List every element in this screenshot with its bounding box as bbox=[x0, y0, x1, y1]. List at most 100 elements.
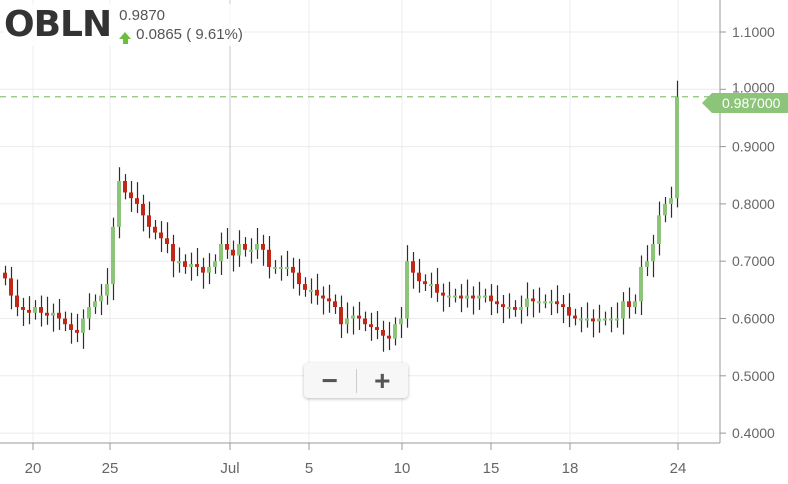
axes: 1.1000 1.0000 0.9000 0.8000 0.7000 0.6000 0.50… bbox=[0, 0, 775, 477]
candle-body bbox=[429, 284, 433, 287]
candle-body bbox=[9, 278, 13, 296]
candle-body bbox=[537, 301, 541, 304]
candle-body bbox=[117, 180, 121, 227]
candle-body bbox=[243, 244, 247, 250]
candle-body bbox=[15, 295, 19, 308]
candle-body bbox=[459, 295, 463, 299]
candle-body bbox=[351, 315, 355, 319]
candle-body bbox=[105, 284, 109, 296]
candle-body bbox=[669, 198, 673, 204]
candle-body bbox=[255, 244, 259, 250]
candle-body bbox=[303, 284, 307, 290]
candle-body bbox=[327, 298, 331, 302]
x-tick-label: 18 bbox=[562, 460, 579, 477]
candle-body bbox=[447, 295, 451, 298]
y-tick-label: 0.8000 bbox=[732, 196, 775, 212]
candle-body bbox=[627, 301, 631, 308]
candle-body bbox=[561, 304, 565, 308]
quote-header: OBLN 0.9870 0.0865 ( 9.61%) bbox=[4, 4, 243, 46]
candle-body bbox=[603, 318, 607, 321]
x-tick-label: Jul bbox=[220, 460, 239, 477]
candle-body bbox=[441, 292, 445, 296]
candle-body bbox=[147, 215, 151, 227]
candle-body bbox=[405, 261, 409, 319]
candle-body bbox=[279, 266, 283, 269]
zoom-out-button[interactable]: − bbox=[321, 364, 338, 396]
candle-body bbox=[285, 266, 289, 269]
candle-body bbox=[321, 295, 325, 299]
y-tick-label: 1.1000 bbox=[732, 24, 775, 40]
candle-body bbox=[591, 318, 595, 322]
candle-body bbox=[375, 327, 379, 330]
candle-body bbox=[399, 318, 403, 325]
y-tick-label: 1.0000 bbox=[732, 79, 775, 95]
candle-body bbox=[633, 301, 637, 308]
candle-body bbox=[291, 266, 295, 273]
candle-body bbox=[75, 329, 79, 333]
candle-body bbox=[165, 238, 169, 245]
candle-body bbox=[609, 318, 613, 321]
candle-body bbox=[507, 307, 511, 310]
candle-body bbox=[129, 192, 133, 199]
candle-body bbox=[411, 261, 415, 273]
candle-body bbox=[585, 318, 589, 321]
candle-body bbox=[549, 301, 553, 304]
candle-body bbox=[231, 249, 235, 256]
candle-body bbox=[315, 289, 319, 296]
candle-body bbox=[183, 261, 187, 267]
candle-body bbox=[45, 312, 49, 316]
candle-body bbox=[579, 318, 583, 321]
candle-body bbox=[87, 307, 91, 319]
candle-body bbox=[189, 264, 193, 267]
candle-body bbox=[81, 318, 85, 333]
change-percent: ( 9.61%) bbox=[186, 26, 243, 43]
candle-body bbox=[153, 226, 157, 233]
candle-body bbox=[381, 329, 385, 336]
candle-body bbox=[573, 315, 577, 319]
x-tick-label: 10 bbox=[394, 460, 411, 477]
candle-body bbox=[249, 249, 253, 252]
ticker-symbol: OBLN bbox=[4, 4, 112, 45]
candle-body bbox=[465, 295, 469, 299]
candle-body bbox=[3, 272, 7, 279]
x-tick-label: 25 bbox=[102, 460, 119, 477]
candle-body bbox=[195, 264, 199, 267]
candle-body bbox=[339, 307, 343, 325]
candle-body bbox=[135, 198, 139, 204]
y-tick-label: 0.9000 bbox=[732, 139, 775, 155]
candle-body bbox=[21, 307, 25, 310]
candle-body bbox=[225, 244, 229, 250]
change-value: 0.0865 bbox=[136, 26, 183, 43]
y-tick-label: 0.6000 bbox=[732, 311, 775, 327]
candle-body bbox=[657, 215, 661, 245]
candle-body bbox=[363, 318, 367, 325]
candle-body bbox=[357, 315, 361, 319]
candle-body bbox=[501, 304, 505, 308]
candle-body bbox=[513, 307, 517, 310]
candle-body bbox=[435, 284, 439, 293]
candle-body bbox=[495, 301, 499, 305]
candle-body bbox=[453, 295, 457, 298]
current-price-tag: 0.987000 bbox=[702, 93, 788, 113]
candles bbox=[0, 80, 712, 352]
candle-body bbox=[645, 261, 649, 267]
candle-body bbox=[123, 180, 127, 193]
candle-body bbox=[159, 232, 163, 239]
candle-body bbox=[675, 96, 679, 199]
x-tick-label: 20 bbox=[25, 460, 42, 477]
y-tick-label: 0.4000 bbox=[732, 425, 775, 441]
price-change: 0.0865 ( 9.61%) bbox=[119, 25, 243, 44]
candle-body bbox=[639, 266, 643, 302]
candle-body bbox=[141, 203, 145, 216]
candle-body bbox=[387, 335, 391, 339]
candle-body bbox=[219, 244, 223, 262]
zoom-in-button[interactable]: + bbox=[374, 364, 391, 396]
candle-body bbox=[207, 266, 211, 273]
candle-body bbox=[345, 318, 349, 325]
candle-body bbox=[423, 281, 427, 285]
candle-body bbox=[525, 298, 529, 308]
candle-body bbox=[267, 249, 271, 267]
candle-body bbox=[597, 318, 601, 322]
candle-body bbox=[369, 324, 373, 328]
